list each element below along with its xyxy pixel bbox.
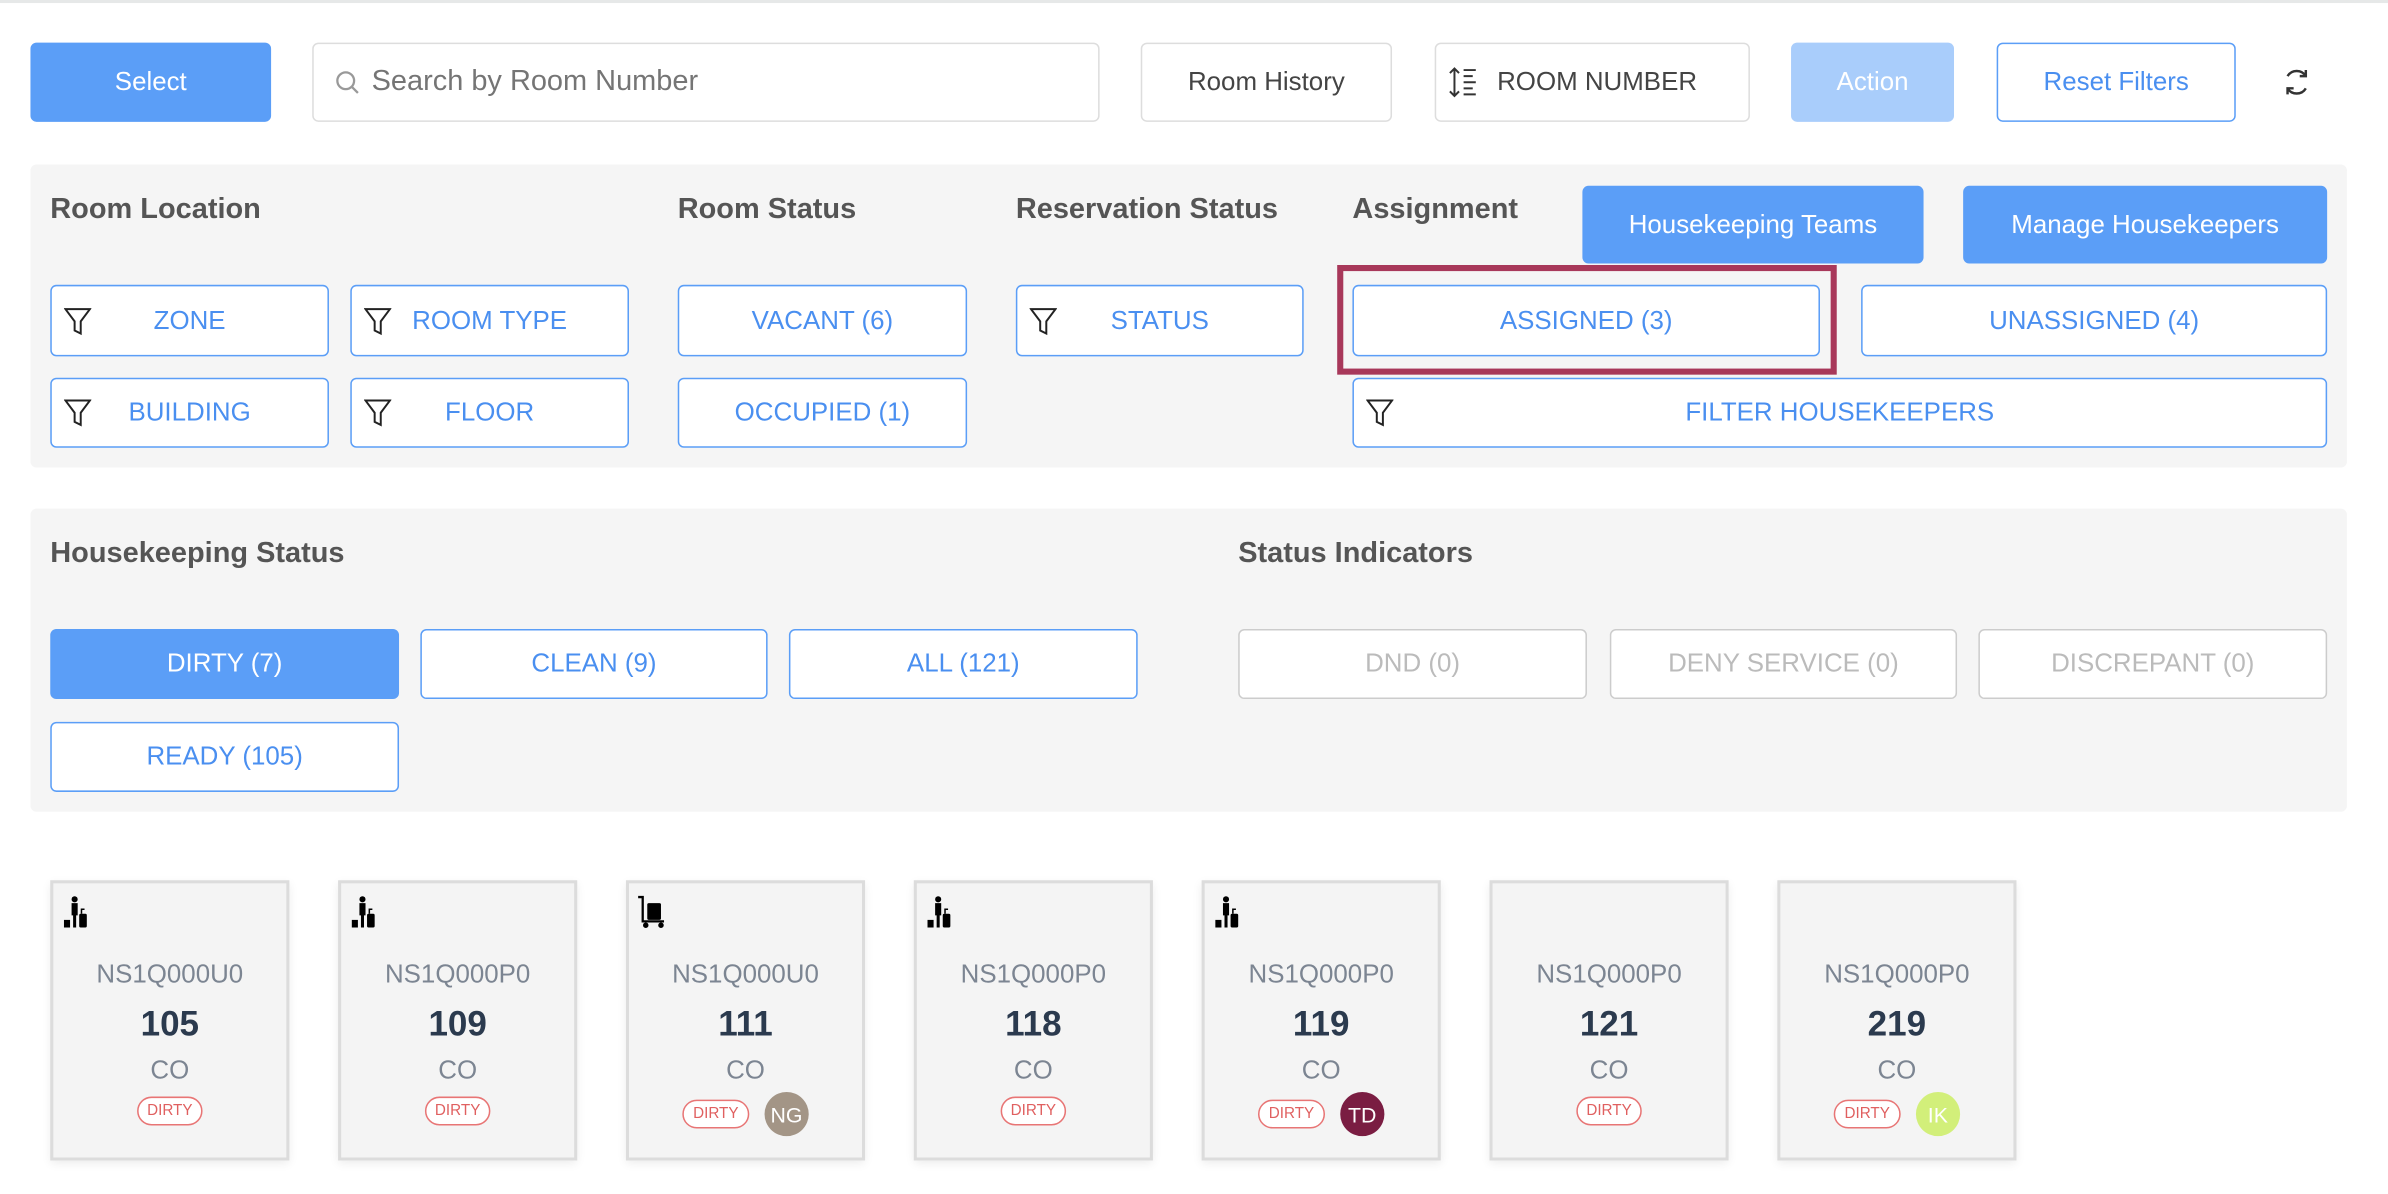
filter-housekeepers-button[interactable]: FILTER HOUSEKEEPERS xyxy=(1352,377,2328,448)
guest-luggage-icon xyxy=(924,896,954,930)
status-label: STATUS xyxy=(1110,305,1209,335)
room-card[interactable]: NS1Q000P0 121 CO DIRTY xyxy=(1489,880,1729,1161)
manage-housekeepers-button[interactable]: Manage Housekeepers xyxy=(1963,185,2328,264)
sort-icon xyxy=(1449,67,1476,98)
assignee-avatar[interactable]: NG xyxy=(764,1091,809,1137)
building-label: BUILDING xyxy=(128,397,251,427)
room-history-button[interactable]: Room History xyxy=(1140,42,1393,122)
room-code: NS1Q000P0 xyxy=(1536,959,1682,989)
guest-luggage-icon xyxy=(61,896,91,930)
room-code: NS1Q000P0 xyxy=(1824,959,1970,989)
assignee-avatar[interactable]: IK xyxy=(1915,1091,1960,1137)
filter-icon xyxy=(1366,399,1394,427)
floor-filter[interactable]: FLOOR xyxy=(350,377,629,448)
room-number: 111 xyxy=(718,1003,773,1044)
guest-luggage-icon xyxy=(1212,896,1242,930)
room-number: 219 xyxy=(1867,1003,1927,1044)
room-status: CO xyxy=(1301,1055,1341,1085)
assignment-heading: Assignment xyxy=(1352,193,1519,226)
highlight-box xyxy=(1337,265,1837,375)
room-card[interactable]: NS1Q000U0 105 CO DIRTY xyxy=(50,880,290,1161)
dirty-badge: DIRTY xyxy=(1258,1099,1325,1129)
room-card[interactable]: NS1Q000P0 219 CO DIRTY IK xyxy=(1777,880,2017,1161)
room-status: CO xyxy=(438,1055,478,1085)
filter-icon xyxy=(63,307,92,335)
room-number: 105 xyxy=(140,1003,200,1044)
housekeeping-status-heading: Housekeeping Status xyxy=(50,537,345,570)
dirty-badge: DIRTY xyxy=(1575,1096,1643,1126)
room-type-label: ROOM TYPE xyxy=(412,305,568,335)
reservation-status-heading: Reservation Status xyxy=(1015,193,1278,226)
dirty-filter[interactable]: DIRTY (7) xyxy=(50,628,400,700)
search-icon xyxy=(336,71,359,94)
housekeeping-panel xyxy=(30,508,2347,812)
search-field[interactable] xyxy=(312,42,1100,122)
refresh-icon[interactable] xyxy=(2280,65,2314,99)
room-number: 119 xyxy=(1292,1003,1350,1044)
unassigned-filter[interactable]: UNASSIGNED (4) xyxy=(1861,284,2328,357)
dirty-badge: DIRTY xyxy=(424,1096,492,1126)
room-card[interactable]: NS1Q000P0 109 CO DIRTY xyxy=(338,880,578,1161)
clean-filter[interactable]: CLEAN (9) xyxy=(420,628,768,700)
zone-filter[interactable]: ZONE xyxy=(50,284,329,357)
room-code: NS1Q000P0 xyxy=(384,959,531,989)
dirty-badge: DIRTY xyxy=(136,1096,204,1126)
room-status: CO xyxy=(726,1055,765,1085)
room-status: CO xyxy=(1589,1055,1629,1085)
room-location-heading: Room Location xyxy=(50,193,261,226)
room-number: 121 xyxy=(1579,1003,1639,1044)
reset-filters-button[interactable]: Reset Filters xyxy=(1996,42,2236,122)
status-indicators-heading: Status Indicators xyxy=(1238,537,1473,570)
dirty-badge: DIRTY xyxy=(999,1096,1067,1126)
room-card[interactable]: NS1Q000U0 111 CO DIRTY NG xyxy=(625,880,866,1161)
reservation-status-filter[interactable]: STATUS xyxy=(1015,284,1304,357)
room-status: CO xyxy=(1877,1055,1917,1085)
filter-icon xyxy=(1029,307,1057,335)
sort-button[interactable]: ROOM NUMBER xyxy=(1434,42,1750,122)
guest-luggage-icon xyxy=(349,896,379,930)
ready-filter[interactable]: READY (105) xyxy=(50,721,400,792)
room-number: 118 xyxy=(1005,1003,1062,1044)
room-card[interactable]: NS1Q000P0 118 CO DIRTY xyxy=(913,880,1153,1161)
action-button[interactable]: Action xyxy=(1791,42,1955,122)
filter-icon xyxy=(63,399,92,427)
room-type-filter[interactable]: ROOM TYPE xyxy=(350,284,629,357)
assigned-filter[interactable]: ASSIGNED (3) xyxy=(1352,284,1820,357)
deny-service-filter[interactable]: DENY SERVICE (0) xyxy=(1609,628,1958,700)
filter-icon xyxy=(363,307,392,335)
discrepant-filter[interactable]: DISCREPANT (0) xyxy=(1978,628,2328,700)
sort-label: ROOM NUMBER xyxy=(1497,67,1698,96)
room-card[interactable]: NS1Q000P0 119 CO DIRTY TD xyxy=(1201,880,1441,1161)
dnd-filter[interactable]: DND (0) xyxy=(1238,628,1587,700)
floor-label: FLOOR xyxy=(445,397,535,427)
dirty-badge: DIRTY xyxy=(682,1099,750,1129)
zone-label: ZONE xyxy=(153,305,226,335)
select-button[interactable]: Select xyxy=(30,42,272,122)
housekeeping-teams-button[interactable]: Housekeeping Teams xyxy=(1582,185,1924,264)
building-filter[interactable]: BUILDING xyxy=(50,377,329,448)
room-status-heading: Room Status xyxy=(677,193,857,226)
vacant-filter[interactable]: VACANT (6) xyxy=(677,284,968,357)
room-status: CO xyxy=(150,1055,190,1085)
room-status: CO xyxy=(1013,1055,1053,1085)
all-filter[interactable]: ALL (121) xyxy=(788,628,1138,700)
search-input[interactable] xyxy=(371,59,1073,106)
room-code: NS1Q000P0 xyxy=(1248,959,1394,989)
assignee-avatar[interactable]: TD xyxy=(1340,1091,1385,1137)
occupied-filter[interactable]: OCCUPIED (1) xyxy=(677,377,968,448)
room-code: NS1Q000U0 xyxy=(96,959,244,989)
dirty-badge: DIRTY xyxy=(1833,1099,1901,1129)
room-code: NS1Q000P0 xyxy=(960,959,1107,989)
filter-housekeepers-label: FILTER HOUSEKEEPERS xyxy=(1685,397,1995,427)
luggage-cart-icon xyxy=(637,895,667,930)
room-number: 109 xyxy=(428,1003,487,1044)
room-code: NS1Q000U0 xyxy=(672,959,819,989)
filter-icon xyxy=(363,399,392,427)
